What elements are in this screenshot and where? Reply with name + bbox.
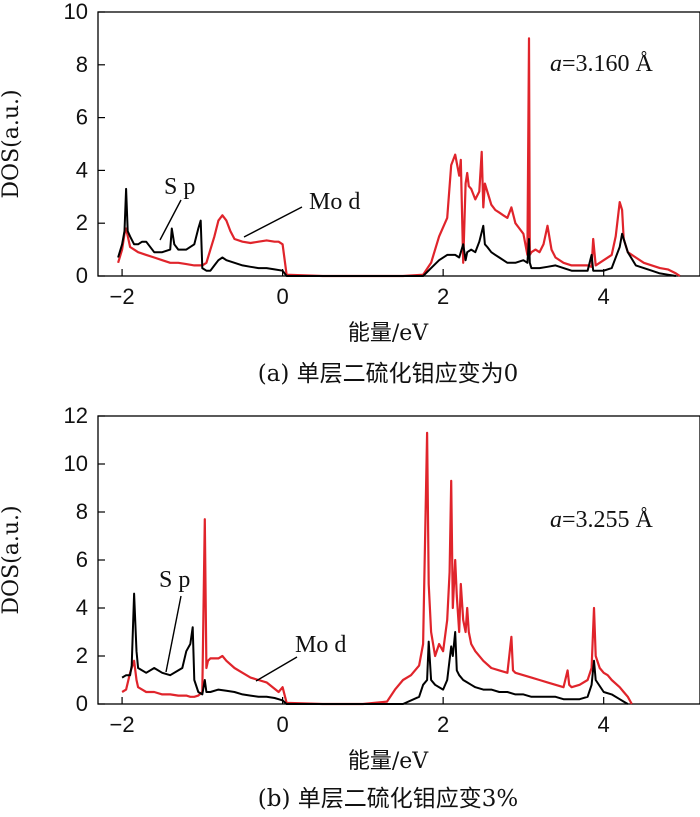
caption-a: (a) 单层二硫化钼应变为0 [258,361,519,387]
y-tick-label-a: 8 [76,52,88,77]
lattice-value-b: =3.255 Å [562,507,654,533]
y-ticks-a: 0 2 4 6 8 10 [64,0,105,288]
y-tick-label-b: 2 [76,643,88,668]
y-tick-label-b: 10 [64,451,88,476]
y-tick-label-b: 6 [76,547,88,572]
lattice-value-a: =3.160 Å [562,51,654,77]
label-s-p-a: S p [164,174,195,200]
series-line-mo-d-b [121,431,633,706]
y-ticks-b: 0 2 4 6 8 10 12 [64,403,105,716]
caption-b: (b) 单层二硫化钼应变3% [258,786,518,812]
leader-mo-d-a [243,206,303,238]
lattice-symbol-b: a [550,507,562,533]
plot-frame-b [97,415,700,705]
x-axis-label-b: 能量/eV [348,749,429,774]
y-tick-label-a: 0 [76,263,88,288]
x-tick-label-a: 4 [598,284,610,309]
y-tick-label-b: 8 [76,499,88,524]
series-line-mo-d-a [117,37,681,278]
label-s-p-b: S p [159,567,190,593]
x-axis-label-a: 能量/eV [348,321,429,346]
y-tick-label-b: 12 [64,403,88,428]
y-tick-label-a: 6 [76,105,88,130]
y-tick-label-a: 2 [76,210,88,235]
series-line-s-p-a [117,187,677,277]
y-tick-label-a: 10 [64,0,88,24]
y-tick-label-b: 0 [76,691,88,716]
x-tick-label-b: −2 [110,712,135,737]
lattice-symbol-a: a [550,51,562,77]
x-tick-label-b: 2 [437,712,449,737]
y-tick-label-a: 4 [76,157,88,182]
x-tick-label-b: 4 [598,712,610,737]
leader-mo-d-b [255,656,298,682]
series-line-s-p-b [121,592,629,705]
x-tick-label-a: 2 [437,284,449,309]
series-b [121,431,633,706]
leader-s-p-b [165,595,182,673]
y-axis-label-b: DOS(a.u.) [0,505,24,614]
label-mo-d-b: Mo d [295,632,346,658]
series-a [117,37,681,278]
x-tick-label-b: 0 [276,712,288,737]
x-ticks-b: −2 0 2 4 [110,697,610,737]
x-tick-label-a: 0 [276,284,288,309]
y-tick-label-b: 4 [76,595,88,620]
lattice-annotation-a: a=3.160 Å [550,51,654,77]
label-mo-d-a: Mo d [309,189,360,215]
y-axis-label-a: DOS(a.u.) [0,89,24,198]
chart-panel-b: 0 2 4 6 8 10 12 −2 0 2 4 DOS(a.u.) 能量/eV a=3.255 … [0,403,700,812]
lattice-annotation-b: a=3.255 Å [550,507,654,533]
leader-s-p-a [159,199,182,241]
x-tick-label-a: −2 [110,284,135,309]
x-ticks-a: −2 0 2 4 [110,269,610,309]
